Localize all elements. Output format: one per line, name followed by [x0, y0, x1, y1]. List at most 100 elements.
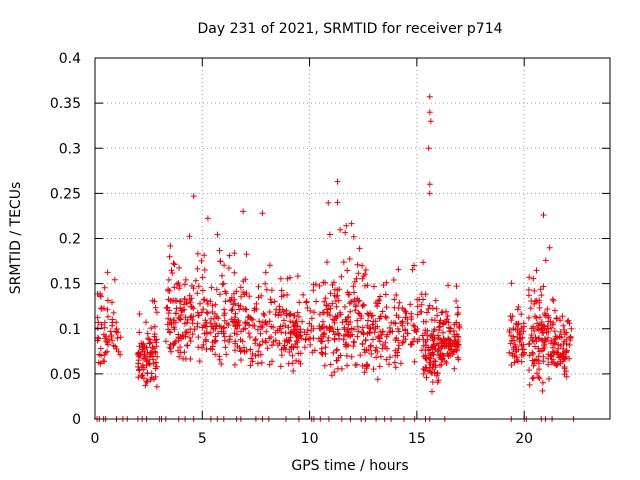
data-point [311, 309, 318, 316]
data-point [282, 322, 289, 329]
data-point [440, 340, 447, 347]
data-point [197, 300, 203, 307]
data-point [293, 357, 300, 364]
data-point [407, 341, 414, 348]
data-point [341, 303, 348, 310]
data-point [555, 345, 562, 352]
data-point [256, 318, 263, 325]
data-point [324, 306, 330, 313]
data-point [395, 314, 402, 321]
data-point [114, 335, 121, 341]
data-point [407, 301, 414, 308]
data-point [418, 308, 425, 315]
data-point [510, 344, 517, 351]
data-point [272, 337, 279, 344]
data-point [422, 338, 429, 345]
data-point [251, 307, 258, 314]
data-point [411, 358, 418, 365]
x-tick-label: 5 [198, 431, 207, 447]
data-point [272, 311, 279, 318]
data-point [370, 318, 377, 325]
data-point [541, 335, 548, 342]
data-point [238, 328, 244, 335]
data-point [271, 298, 278, 305]
data-point [374, 303, 381, 310]
data-point [568, 325, 575, 332]
data-point [392, 352, 399, 359]
data-point [343, 222, 350, 229]
data-point [231, 269, 238, 276]
data-point [455, 310, 462, 316]
data-point [533, 315, 540, 321]
data-point [308, 315, 315, 322]
data-point [167, 345, 174, 352]
data-point [532, 334, 539, 341]
data-point [321, 331, 328, 338]
data-point [173, 305, 180, 312]
data-point [209, 302, 216, 309]
data-point [510, 325, 517, 332]
data-point [411, 323, 418, 330]
data-point [269, 358, 275, 365]
data-point [365, 317, 371, 324]
data-point [350, 283, 357, 290]
data-point [538, 321, 544, 328]
data-point [288, 343, 295, 350]
x-tick-labels: 0 5 10 15 20 [91, 431, 534, 447]
data-point [112, 328, 119, 335]
data-point [293, 332, 300, 339]
data-point [215, 330, 221, 337]
data-point [443, 318, 450, 325]
data-point [566, 355, 573, 362]
data-point [454, 311, 461, 318]
data-point [393, 335, 400, 342]
data-point [135, 360, 142, 367]
data-point [402, 326, 409, 333]
data-point [221, 337, 228, 344]
data-point [208, 315, 215, 322]
data-point [334, 178, 341, 185]
data-point [184, 319, 190, 326]
x-tick-label: 10 [301, 431, 319, 447]
data-point [232, 340, 239, 347]
data-point [263, 321, 270, 328]
data-point [426, 302, 433, 309]
data-point [383, 304, 390, 311]
data-point [167, 243, 174, 249]
data-point [543, 329, 550, 336]
data-point [326, 327, 333, 334]
y-tick-label: 0.25 [50, 186, 81, 202]
data-point [260, 310, 267, 317]
data-point [189, 331, 196, 338]
data-point [199, 287, 206, 294]
data-point [348, 298, 354, 305]
data-point [404, 330, 411, 337]
data-point [549, 321, 556, 328]
data-point [536, 304, 543, 311]
data-point [239, 338, 246, 345]
data-point [309, 349, 316, 356]
data-point [310, 325, 317, 332]
data-point [432, 297, 439, 304]
x-tick-label: 0 [91, 431, 100, 447]
data-point [383, 356, 390, 363]
data-point [106, 336, 112, 343]
data-point [368, 342, 374, 349]
data-point [424, 309, 430, 316]
data-point [445, 353, 452, 360]
data-point [530, 275, 537, 282]
data-point [552, 340, 558, 347]
data-point [181, 295, 188, 302]
data-point [226, 297, 233, 303]
data-point [150, 356, 157, 363]
data-point [310, 287, 317, 294]
data-point [426, 93, 433, 100]
data-point [434, 312, 441, 319]
data-point [301, 329, 308, 336]
data-point [165, 310, 172, 317]
data-point [207, 320, 214, 327]
data-point [263, 328, 270, 335]
data-point [222, 344, 229, 351]
data-point [177, 349, 184, 356]
data-point [237, 284, 244, 291]
